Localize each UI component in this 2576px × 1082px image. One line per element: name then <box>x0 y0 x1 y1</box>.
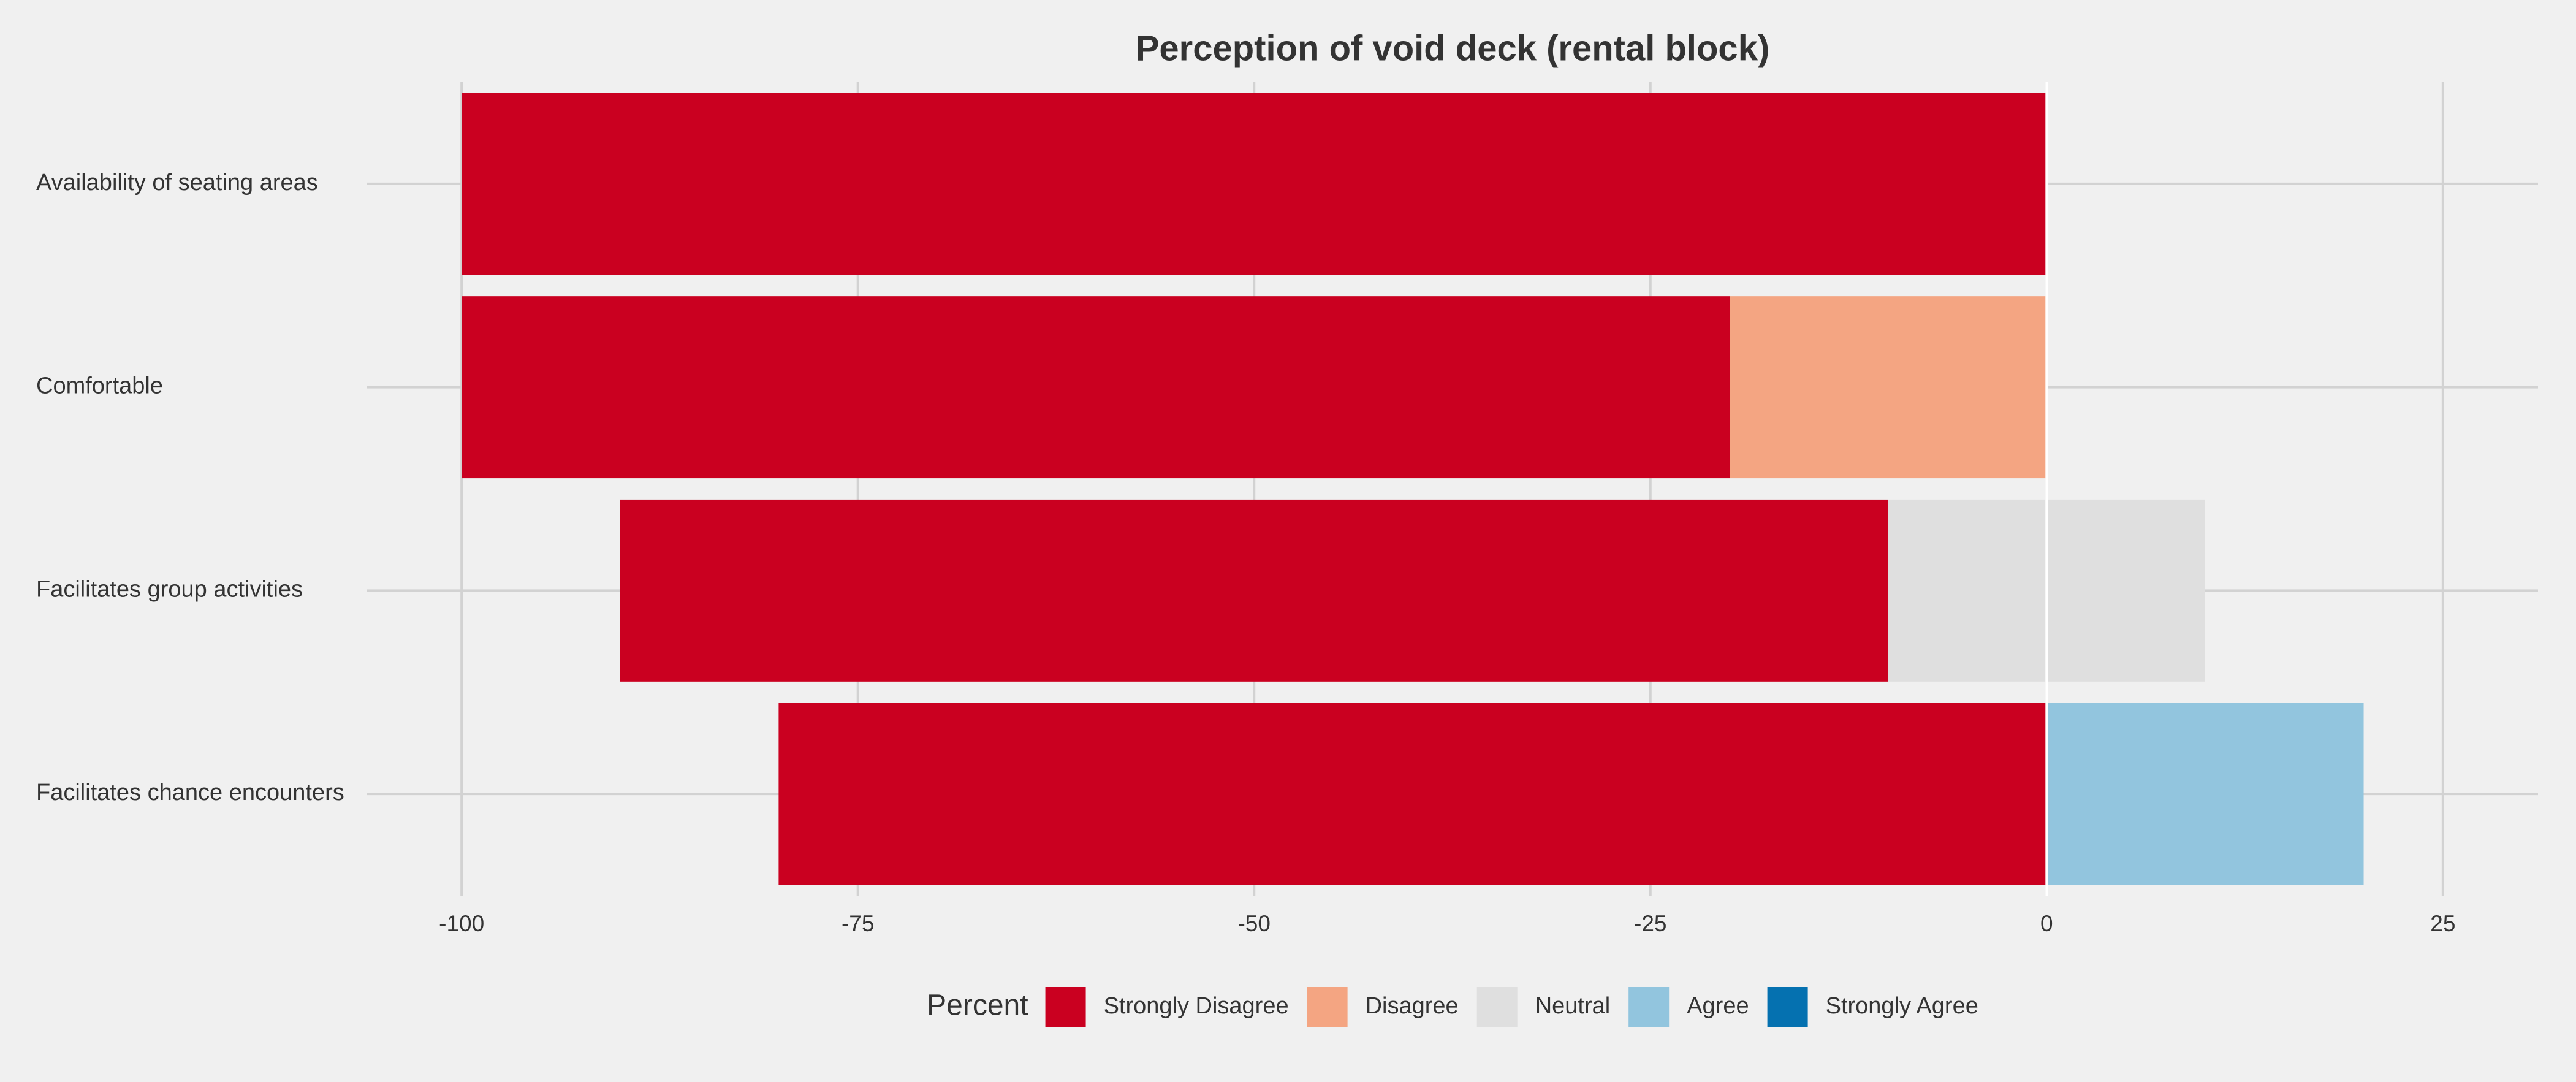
bar-segment <box>462 296 1730 479</box>
legend-label: Neutral <box>1535 993 1611 1019</box>
x-tick-label: -50 <box>1237 911 1270 936</box>
legend: Percent Strongly Disagree Disagree Neutral A… <box>927 987 1978 1027</box>
legend-swatch <box>1628 987 1670 1027</box>
legend-label: Agree <box>1687 993 1749 1019</box>
legend-swatch <box>1476 987 1518 1027</box>
x-tick-label: 25 <box>2430 911 2455 936</box>
legend-label: Disagree <box>1366 993 1459 1019</box>
bar-segment <box>1730 296 2047 479</box>
legend-title: Percent <box>927 989 1028 1022</box>
y-tick-label: Facilitates chance encounters <box>36 780 344 806</box>
legend-swatch <box>1767 987 1808 1027</box>
x-tick-label: -75 <box>842 911 874 936</box>
x-tick-label: -25 <box>1634 911 1666 936</box>
y-tick-label: Comfortable <box>36 373 163 399</box>
legend-swatch <box>1307 987 1348 1027</box>
legend-label: Strongly Agree <box>1826 993 1978 1019</box>
x-tick-label: 0 <box>2040 911 2053 936</box>
chart-title: Perception of void deck (rental block) <box>1136 28 1770 68</box>
bars <box>462 93 2364 885</box>
x-tick-label: -100 <box>439 911 484 936</box>
y-tick-label: Facilitates group activities <box>36 576 303 602</box>
bar-segment <box>462 93 2047 275</box>
bar-segment <box>620 499 1888 682</box>
bar-segment <box>778 703 2047 885</box>
y-tick-label: Availability of seating areas <box>36 170 318 196</box>
bar-segment <box>2046 703 2364 885</box>
legend-swatch <box>1045 987 1086 1027</box>
legend-label: Strongly Disagree <box>1104 993 1289 1019</box>
